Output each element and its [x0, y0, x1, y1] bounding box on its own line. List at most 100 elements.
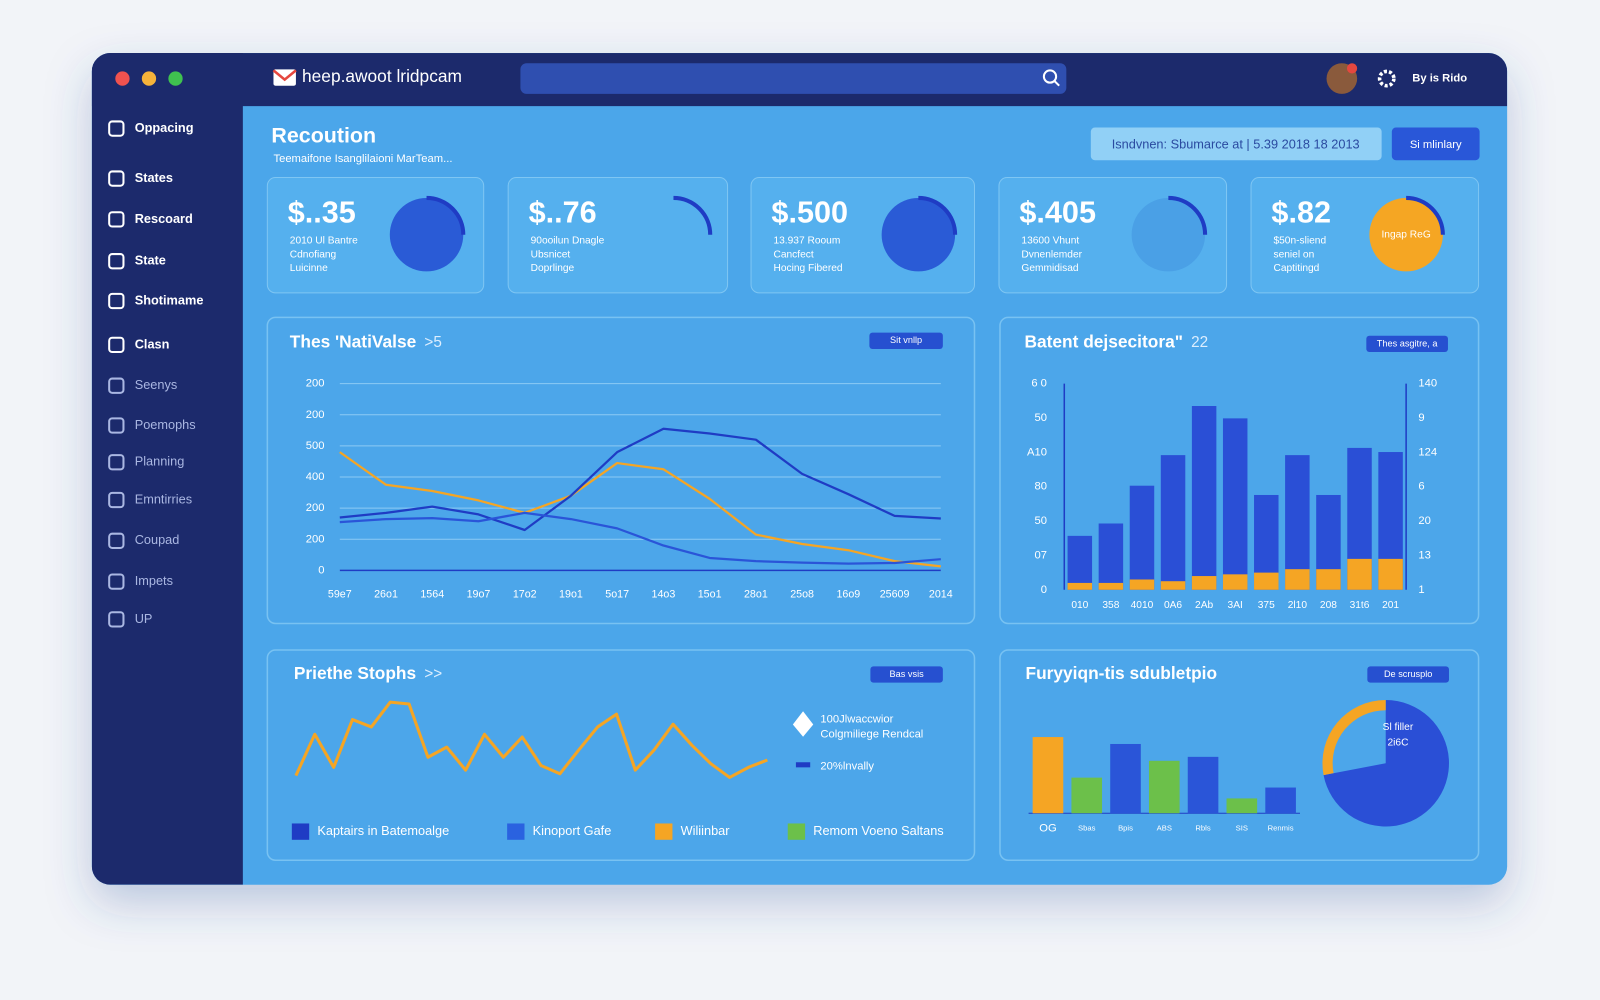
panel	[266, 649, 976, 861]
page-title: Recoution	[271, 123, 376, 147]
summary-button-label[interactable]: Si mlinlary	[1410, 139, 1462, 151]
summary-button[interactable]	[1391, 127, 1480, 161]
nav-item[interactable]: Rescoard	[135, 211, 193, 226]
chart-badge[interactable]	[1367, 666, 1449, 683]
bar	[1129, 579, 1155, 590]
nav-item[interactable]: Coupad	[135, 532, 180, 547]
bar	[1222, 574, 1248, 590]
chart-badge-label[interactable]: De scrusplo	[1384, 669, 1432, 679]
x-tick-label: Rbls	[1195, 824, 1210, 833]
kpi-line: Ubsnicet	[531, 249, 571, 260]
tick-label: 9	[1418, 412, 1424, 424]
max-dot[interactable]	[168, 71, 183, 86]
x-tick-label: 26o1	[374, 589, 398, 601]
annotation: 20%lnvally	[820, 760, 874, 772]
bar	[1098, 582, 1124, 590]
filter-text[interactable]: Isndvnen: Sbumarce at | 5.39 2018 18 201…	[1112, 136, 1360, 151]
settings-icon[interactable]	[1377, 69, 1396, 88]
tick-label: 0	[1041, 584, 1047, 596]
annotation: Colgmiliege Rendcal	[820, 729, 923, 741]
series-line	[339, 511, 941, 565]
kpi-line: 13.937 Rooum	[773, 236, 840, 247]
kpi-line: Dvnenlemder	[1021, 249, 1082, 260]
chart-badge-label[interactable]: Thes asgitre, a	[1377, 338, 1439, 348]
nav-item[interactable]: States	[135, 170, 173, 185]
nav-item[interactable]: Impets	[135, 573, 173, 588]
nav-item[interactable]: Poemophs	[135, 417, 196, 432]
tick-label: 13	[1418, 549, 1430, 561]
kpi-line: Cancfect	[773, 249, 813, 260]
bar	[1148, 760, 1180, 814]
tick-label: 200	[306, 378, 325, 390]
kpi-line: Cdnofiang	[290, 249, 337, 260]
x-tick-label: SIS	[1236, 824, 1248, 833]
tick-label: 124	[1418, 446, 1437, 458]
nav-icon	[108, 170, 125, 187]
nav-icon	[108, 211, 125, 228]
kpi-line: $50n-sliend	[1273, 236, 1326, 247]
nav-icon	[108, 417, 125, 434]
bar	[1067, 535, 1093, 590]
x-tick-label: 2Ab	[1195, 600, 1213, 611]
nav-item[interactable]: Emntirries	[135, 491, 192, 506]
chart-badge[interactable]	[1366, 335, 1448, 353]
bar	[1067, 582, 1093, 590]
min-dot[interactable]	[141, 71, 157, 86]
x-tick-label: 19o1	[559, 589, 583, 601]
x-tick-label: 375	[1258, 600, 1275, 611]
kpi-value: $.82	[1271, 195, 1331, 229]
bar	[1110, 743, 1141, 814]
x-tick-label: 358	[1102, 600, 1119, 611]
chart-badge-label[interactable]: Bas vsis	[890, 669, 925, 679]
nav-item[interactable]: Seenys	[135, 377, 178, 392]
bar	[1254, 572, 1279, 590]
legend-label: Remom Voeno Saltans	[813, 823, 943, 838]
nav-item[interactable]: State	[135, 253, 166, 268]
bar	[1187, 756, 1219, 814]
panel	[266, 316, 976, 625]
chart-badge[interactable]	[869, 332, 943, 349]
kpi-value: $.405	[1019, 195, 1096, 229]
x-tick-label: 010	[1071, 600, 1088, 611]
tick-label: 400	[306, 471, 325, 483]
nav-icon	[108, 377, 125, 394]
x-tick-label: Bpis	[1118, 824, 1133, 833]
kpi-icon	[1369, 197, 1443, 272]
nav-icon	[108, 454, 125, 471]
legend-swatch	[655, 823, 673, 840]
chart-badge[interactable]	[870, 666, 943, 683]
chart-badge-label[interactable]: Sit vnllp	[890, 335, 922, 345]
chart-title: Priethe Stophs	[294, 663, 416, 683]
tick-label: 200	[306, 533, 325, 545]
nav-item[interactable]: UP	[135, 611, 153, 626]
kpi-line: 2010 Ul Bantre	[290, 236, 358, 247]
bar	[1098, 523, 1124, 590]
legend-label: Kaptairs in Batemoalge	[317, 823, 449, 838]
brand: heep.awoot lridpcam	[302, 66, 462, 86]
nav-item[interactable]: Planning	[135, 454, 185, 469]
kpi-ring	[1168, 195, 1208, 235]
kpi-line: Gemmidisad	[1021, 263, 1079, 274]
tick-label: 140	[1418, 378, 1437, 390]
bar	[1071, 777, 1103, 814]
nav-item[interactable]: Clasn	[135, 336, 170, 351]
bar	[1316, 569, 1341, 590]
search-bar[interactable]	[520, 63, 1067, 94]
nav-item[interactable]: Oppacing	[135, 120, 194, 135]
nav-item[interactable]: Shotimame	[135, 292, 204, 307]
annotation-icon	[795, 762, 811, 768]
chart-title: Furyyiqn-tis sdubletpio	[1026, 663, 1218, 683]
chart-title-suffix: >5	[424, 334, 441, 351]
close-dot[interactable]	[115, 71, 130, 86]
kpi-ring	[426, 195, 466, 235]
search-icon[interactable]	[1042, 69, 1058, 84]
x-tick-label: 17o2	[513, 589, 537, 601]
filter-pill[interactable]	[1090, 127, 1382, 161]
legend-swatch	[291, 823, 310, 840]
kpi-value: $.500	[771, 195, 848, 229]
user-name[interactable]: By is Rido	[1412, 73, 1467, 85]
search-icon-handle	[1053, 79, 1060, 87]
bar	[1285, 569, 1310, 590]
nav-icon	[108, 573, 125, 590]
